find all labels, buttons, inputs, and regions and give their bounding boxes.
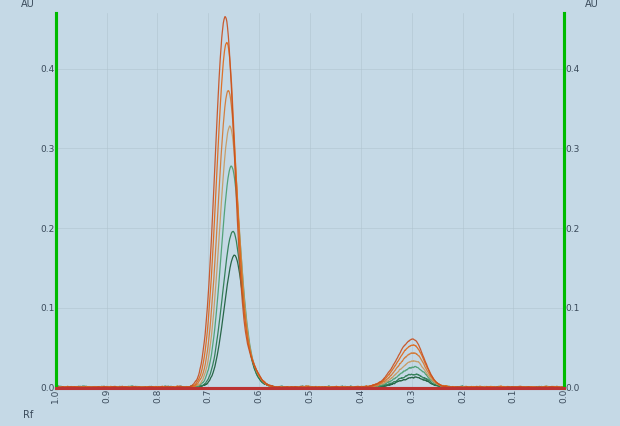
Text: Rf: Rf (23, 410, 33, 420)
Text: AU: AU (585, 0, 599, 9)
Text: AU: AU (21, 0, 35, 9)
